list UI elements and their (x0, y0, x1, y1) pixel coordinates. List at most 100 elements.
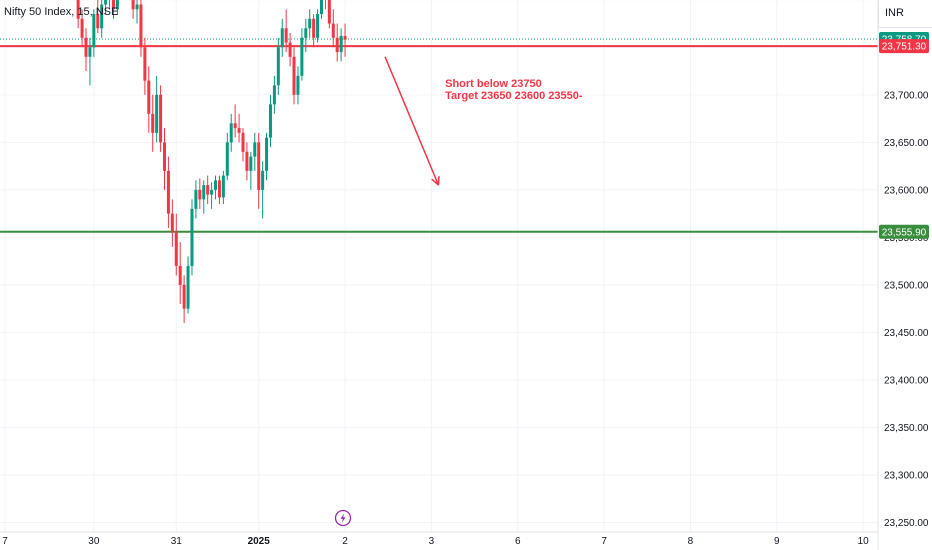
candlestick-series (76, 0, 347, 323)
chart-grid (0, 0, 878, 532)
candle-body (96, 14, 100, 29)
candle-body (159, 94, 163, 143)
candle-body (206, 185, 210, 195)
candle-body (296, 75, 300, 95)
candle-body (312, 18, 316, 38)
candle-body (261, 170, 265, 190)
annotation-text-line[interactable]: Short below 23750 (445, 78, 542, 90)
time-tick-label: 30 (88, 536, 100, 547)
candle-body (316, 14, 320, 38)
candle-body (237, 128, 241, 133)
candle-body (147, 80, 151, 114)
price-axis-bg[interactable] (878, 0, 932, 550)
candle-body (92, 14, 96, 48)
time-tick-label: 6 (515, 536, 521, 547)
candle-body (186, 265, 190, 309)
time-tick-label: 9 (774, 536, 780, 547)
candle-body (210, 189, 214, 195)
candle-body (221, 175, 225, 198)
candle-body (241, 132, 245, 152)
candle-body (288, 42, 292, 57)
price-tick-label: 23,450.00 (884, 328, 929, 339)
time-tick-label: 3 (429, 536, 435, 547)
time-tick-label: 8 (688, 536, 694, 547)
candle-body (327, 0, 331, 24)
candle-body (343, 35, 347, 40)
candle-body (166, 170, 170, 214)
candle-body (182, 284, 186, 309)
price-label-badge (879, 224, 929, 239)
time-tick-label: 31 (171, 536, 183, 547)
price-tick-label: 23,700.00 (884, 90, 929, 101)
time-tick-label: 7 (2, 536, 8, 547)
time-axis[interactable]: 7 30 31 2025 2 3 6 7 8 9 10 (2, 536, 869, 547)
lightning-icon[interactable] (334, 509, 352, 527)
horizontal-levels[interactable] (0, 0, 878, 233)
candle-body (198, 189, 202, 200)
candle-body (225, 142, 229, 176)
candle-body (80, 18, 84, 38)
time-tick-label: 2025 (248, 536, 271, 547)
candle-body (280, 28, 284, 48)
candle-body (308, 18, 312, 29)
candle-body (135, 4, 139, 10)
candle-body (143, 47, 147, 81)
candle-body (194, 189, 198, 209)
price-tick-label: 23,400.00 (884, 375, 929, 386)
candle-body (76, 0, 80, 19)
short-arrow-head[interactable] (431, 178, 439, 186)
annotation-texts[interactable]: Long @23800-23850Target 23950 24000 2405… (424, 0, 583, 102)
annotation-arrows[interactable] (370, 0, 457, 186)
level-price-labels: 24,048.5023,801.9023,758.7023,751.3023,5… (879, 0, 929, 239)
price-label-badge (879, 39, 929, 54)
candle-body (104, 0, 108, 5)
candle-body (272, 85, 276, 105)
currency-label[interactable]: INR (878, 0, 932, 28)
candle-body (300, 37, 304, 76)
price-tick-label: 23,350.00 (884, 423, 929, 434)
candle-body (233, 123, 237, 129)
candle-body (335, 37, 339, 53)
short-arrow-shaft[interactable] (384, 56, 440, 186)
candle-body (151, 113, 155, 133)
candle-body (265, 137, 269, 171)
candle-body (214, 180, 218, 190)
candle-body (202, 185, 206, 200)
price-tick-label: 23,300.00 (884, 470, 929, 481)
candle-body (268, 104, 272, 138)
candle-body (331, 23, 335, 38)
symbol-title[interactable]: Nifty 50 Index, 15, NSE (4, 6, 119, 18)
candle-body (292, 56, 296, 95)
candle-body (139, 4, 143, 48)
price-label-text: 23,751.30 (882, 42, 927, 53)
candle-body (174, 232, 178, 266)
candle-body (253, 142, 257, 157)
candle-body (100, 4, 104, 29)
candle-body (249, 156, 253, 171)
candle-body (190, 208, 194, 266)
candle-body (88, 47, 92, 57)
price-tick-label: 23,600.00 (884, 185, 929, 196)
annotation-text-line[interactable]: Target 23650 23600 23550- (445, 90, 583, 102)
candle-body (304, 28, 308, 38)
candle-body (178, 265, 182, 285)
price-tick-label: 23,500.00 (884, 280, 929, 291)
candle-body (115, 0, 119, 10)
time-tick-label: 7 (601, 536, 607, 547)
price-label-text: 23,555.90 (882, 227, 927, 238)
candle-body (257, 142, 261, 190)
candle-body (163, 142, 166, 171)
candle-body (155, 94, 159, 133)
price-tick-label: 23,250.00 (884, 518, 929, 529)
candle-body (217, 180, 221, 198)
price-tick-label: 23,650.00 (884, 138, 929, 149)
candle-body (229, 123, 233, 143)
time-tick-label: 10 (858, 536, 870, 547)
short-arrow-head[interactable] (437, 176, 440, 186)
candle-body (339, 35, 343, 53)
time-tick-label: 2 (342, 536, 348, 547)
candle-body (276, 47, 280, 86)
candle-body (84, 37, 88, 57)
candle-body (170, 213, 174, 233)
